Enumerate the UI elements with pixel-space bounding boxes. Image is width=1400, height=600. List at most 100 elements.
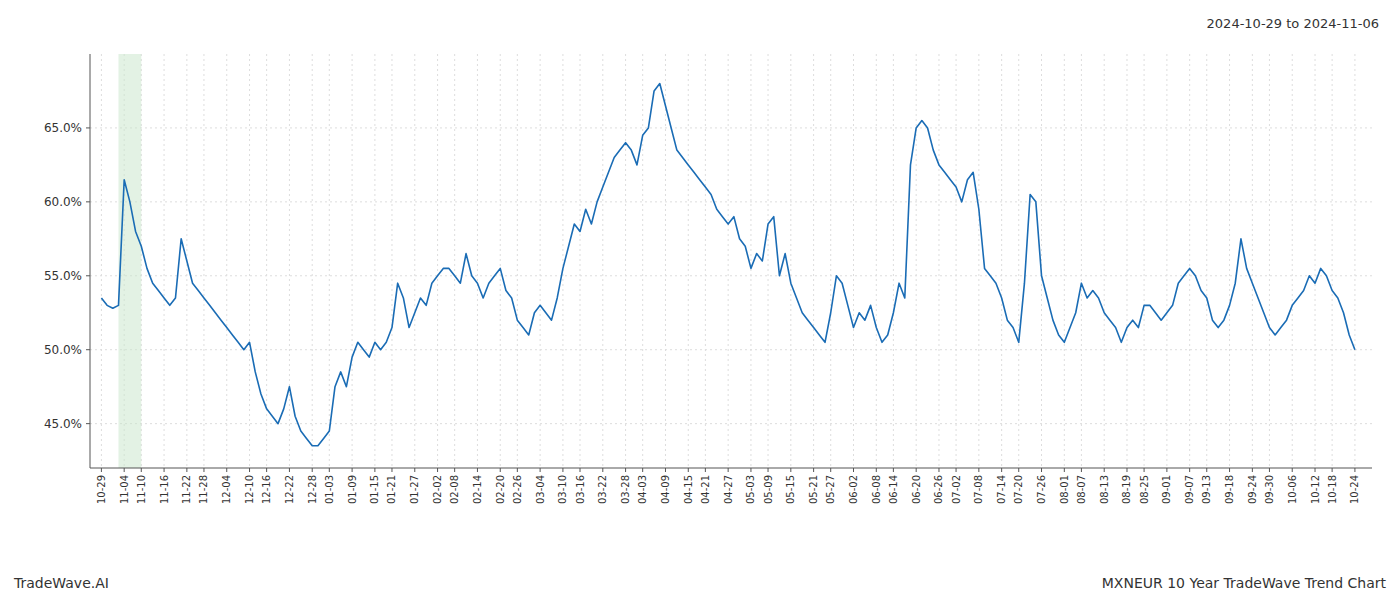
x-tick bbox=[1144, 468, 1145, 472]
y-grid-line bbox=[90, 275, 1372, 276]
x-grid-line bbox=[938, 54, 939, 468]
x-tick-label: 01-27 bbox=[409, 475, 420, 504]
x-tick-label: 07-14 bbox=[996, 475, 1007, 504]
x-tick bbox=[391, 468, 392, 472]
x-tick bbox=[141, 468, 142, 472]
x-grid-line bbox=[1081, 54, 1082, 468]
x-tick-label: 12-28 bbox=[307, 475, 318, 504]
x-tick-label: 11-10 bbox=[136, 475, 147, 504]
x-grid-line bbox=[1206, 54, 1207, 468]
y-grid-line bbox=[90, 201, 1372, 202]
x-grid-line bbox=[500, 54, 501, 468]
x-tick bbox=[665, 468, 666, 472]
y-tick-label: 45.0% bbox=[44, 417, 82, 431]
x-tick-label: 12-22 bbox=[284, 475, 295, 504]
x-grid-line bbox=[1018, 54, 1019, 468]
x-tick-label: 10-24 bbox=[1349, 475, 1360, 504]
x-grid-line bbox=[454, 54, 455, 468]
title: MXNEUR 10 Year TradeWave Trend Chart bbox=[1102, 575, 1387, 591]
y-tick bbox=[86, 201, 90, 202]
x-tick bbox=[580, 468, 581, 472]
x-tick bbox=[1104, 468, 1105, 472]
x-tick bbox=[1292, 468, 1293, 472]
x-tick-label: 02-02 bbox=[432, 475, 443, 504]
x-tick bbox=[790, 468, 791, 472]
x-grid-line bbox=[1104, 54, 1105, 468]
x-tick-label: 01-03 bbox=[324, 475, 335, 504]
x-tick-label: 05-03 bbox=[745, 475, 756, 504]
x-tick bbox=[101, 468, 102, 472]
x-grid-line bbox=[1252, 54, 1253, 468]
x-grid-line bbox=[414, 54, 415, 468]
x-grid-line bbox=[768, 54, 769, 468]
x-grid-line bbox=[226, 54, 227, 468]
x-tick bbox=[562, 468, 563, 472]
x-tick-label: 07-02 bbox=[951, 475, 962, 504]
y-axis-line bbox=[90, 54, 91, 468]
x-tick-label: 02-08 bbox=[449, 475, 460, 504]
x-grid-line bbox=[705, 54, 706, 468]
x-tick-label: 03-16 bbox=[575, 475, 586, 504]
x-grid-line bbox=[956, 54, 957, 468]
x-tick bbox=[1001, 468, 1002, 472]
x-tick bbox=[249, 468, 250, 472]
x-tick bbox=[414, 468, 415, 472]
x-tick bbox=[203, 468, 204, 472]
x-tick-label: 10-06 bbox=[1287, 475, 1298, 504]
x-tick bbox=[1332, 468, 1333, 472]
x-grid-line bbox=[1064, 54, 1065, 468]
x-tick-label: 06-08 bbox=[871, 475, 882, 504]
x-tick-label: 11-04 bbox=[119, 475, 130, 504]
x-tick bbox=[1166, 468, 1167, 472]
x-grid-line bbox=[916, 54, 917, 468]
x-grid-line bbox=[893, 54, 894, 468]
x-tick bbox=[186, 468, 187, 472]
y-grid-line bbox=[90, 127, 1372, 128]
x-tick-label: 11-16 bbox=[159, 475, 170, 504]
x-tick-label: 08-07 bbox=[1076, 475, 1087, 504]
x-tick-label: 11-28 bbox=[198, 475, 209, 504]
x-tick-label: 03-10 bbox=[557, 475, 568, 504]
x-grid-line bbox=[101, 54, 102, 468]
x-grid-line bbox=[978, 54, 979, 468]
y-tick-label: 65.0% bbox=[44, 121, 82, 135]
x-grid-line bbox=[352, 54, 353, 468]
x-axis-line bbox=[90, 468, 1372, 469]
x-grid-line bbox=[876, 54, 877, 468]
x-tick bbox=[688, 468, 689, 472]
x-tick-label: 12-10 bbox=[244, 475, 255, 504]
x-tick-label: 01-15 bbox=[369, 475, 380, 504]
y-grid-line bbox=[90, 349, 1372, 350]
x-grid-line bbox=[1189, 54, 1190, 468]
texts: 2024-10-29 to 2024-11-06MXNEUR 10 Year T… bbox=[13, 16, 1387, 591]
x-grid-line bbox=[329, 54, 330, 468]
x-tick bbox=[1018, 468, 1019, 472]
x-tick-label: 12-16 bbox=[261, 475, 272, 504]
x-grid-line bbox=[289, 54, 290, 468]
x-tick bbox=[312, 468, 313, 472]
x-grid-line bbox=[164, 54, 165, 468]
x-grid-line bbox=[750, 54, 751, 468]
x-tick-label: 02-26 bbox=[512, 475, 523, 504]
x-grid-line bbox=[625, 54, 626, 468]
x-tick bbox=[477, 468, 478, 472]
x-tick-label: 05-27 bbox=[825, 475, 836, 504]
line bbox=[101, 84, 1355, 446]
x-tick bbox=[916, 468, 917, 472]
x-tick-label: 04-15 bbox=[683, 475, 694, 504]
x-grid-line bbox=[688, 54, 689, 468]
x-tick-label: 10-29 bbox=[96, 475, 107, 504]
y-tick-label: 55.0% bbox=[44, 269, 82, 283]
x-grid-line bbox=[374, 54, 375, 468]
x-tick bbox=[853, 468, 854, 472]
x-tick-label: 03-22 bbox=[597, 475, 608, 504]
x-tick-label: 06-14 bbox=[888, 475, 899, 504]
x-tick bbox=[728, 468, 729, 472]
x-tick bbox=[540, 468, 541, 472]
x-tick bbox=[768, 468, 769, 472]
x-tick bbox=[1252, 468, 1253, 472]
x-tick-label: 06-26 bbox=[933, 475, 944, 504]
x-tick-label: 08-01 bbox=[1059, 475, 1070, 504]
x-tick-label: 09-13 bbox=[1201, 475, 1212, 504]
y-tick bbox=[86, 275, 90, 276]
